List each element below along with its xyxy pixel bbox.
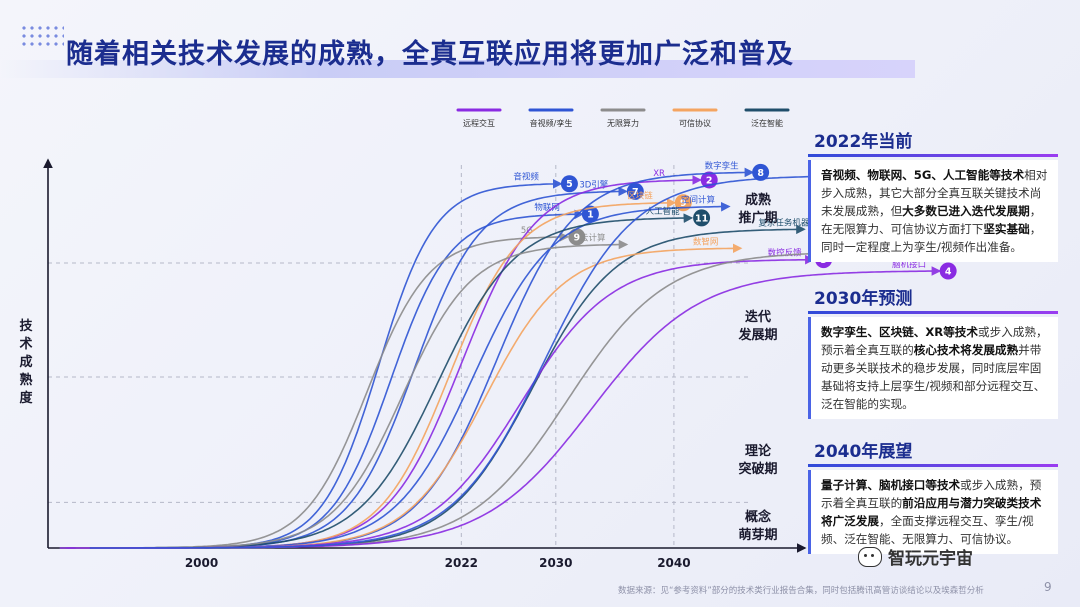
panel-text-segment: 数字孪生、区块链、XR等技术 (821, 325, 978, 339)
panel-2022-body: 音视频、物联网、5G、人工智能等技术相对步入成熟，其它大部分全真互联关键技术尚未… (808, 160, 1058, 262)
series-label: 空间计算 (681, 195, 716, 206)
series-label: XR (653, 169, 665, 179)
series-badge (581, 205, 599, 223)
panel-text-segment: 大多数已进入迭代发展期 (902, 204, 1030, 218)
series-curve (89, 171, 839, 549)
stage-label-iteration: 迭代 发展期 (738, 310, 778, 343)
panel-text-segment: 核心技术将发展成熟 (913, 343, 1019, 357)
panel-text-segment: 音视频、物联网、5G、人工智能等技术 (821, 168, 1025, 182)
series-label: 3D引擎 (579, 179, 608, 190)
series-label: 脑机接口 (892, 259, 926, 270)
x-tick-label: 2040 (657, 556, 690, 570)
x-tick-label: 2022 (445, 556, 478, 570)
series-badge-number: 4 (945, 267, 952, 278)
series-badge (568, 228, 586, 246)
brand-watermark: 智玩元宇宙 (858, 544, 973, 569)
decorative-dots (20, 24, 64, 50)
panel-2022-heading: 2022年当前 (808, 130, 1058, 157)
series-badge (560, 175, 578, 193)
y-axis-label: 成 (19, 354, 32, 370)
y-axis-label: 术 (18, 336, 32, 352)
panel-2040-body: 量子计算、脑机接口等技术或步入成熟，预示着全真互联的前沿应用与潜力突破类技术将广… (808, 470, 1058, 554)
series-badge-number: 7 (632, 187, 639, 198)
series-badge-number: 1 (587, 210, 594, 221)
panel-2030-heading: 2030年预测 (808, 287, 1058, 314)
panel-text-segment: ，同时一定程度上为孪生/视频作出准备。 (821, 222, 1042, 254)
page-title: 随着相关技术发展的成熟，全真互联应用将更加广泛和普及 (66, 39, 794, 70)
series-label: 人工智能 (646, 206, 681, 217)
series-label: 云计算 (580, 232, 606, 243)
series-label: 音视频 (513, 172, 539, 183)
y-axis-label: 技 (19, 318, 33, 334)
series-badge-number: 9 (680, 198, 687, 209)
legend-label: 泛在智能 (751, 118, 783, 128)
series-label: 区块链 (627, 191, 653, 202)
brand-name: 智玩元宇宙 (888, 549, 973, 569)
wechat-icon (858, 547, 882, 567)
stage-label-breakthrough: 理论 突破期 (738, 444, 778, 477)
panel-2022: 2022年当前 音视频、物联网、5G、人工智能等技术相对步入成熟，其它大部分全真… (808, 130, 1058, 262)
series-curve (75, 247, 890, 549)
series-label: 数字孪生 (705, 160, 740, 171)
panel-text-segment: ，全面支撑远程交互、孪生/视频、泛在智能、无限算力、可信协议。 (821, 514, 1034, 546)
panel-2040-heading: 2040年展望 (808, 440, 1058, 467)
legend-label: 无限算力 (607, 118, 639, 128)
series-badge (752, 163, 770, 181)
panel-text-segment: 或步入成熟，预示着全真互联的 (821, 325, 1048, 357)
x-tick-label: 2000 (185, 556, 218, 570)
series-badge (939, 262, 957, 280)
x-tick-label: 2030 (539, 556, 572, 570)
series-curve (59, 213, 694, 549)
panel-text-segment: ，在无限算力、可信协议方面打下 (821, 204, 1042, 236)
legend-label: 音视频/孪生 (530, 118, 573, 128)
series-label: 5G (521, 226, 533, 236)
series-label: 数智网 (693, 236, 719, 247)
panel-text-segment: 或步入成熟，预示着全真互联的 (821, 478, 1042, 510)
title-underline (0, 60, 915, 78)
panel-2040: 2040年展望 量子计算、脑机接口等技术或步入成熟，预示着全真互联的前沿应用与潜… (808, 440, 1058, 554)
panel-text-segment: 相对步入成熟，其它大部分全真互联关键技术尚未发展成熟，但 (821, 168, 1048, 218)
panel-text-segment: 前沿应用与潜力突破类技术将广泛发展 (821, 496, 1042, 528)
panel-2030-body: 数字孪生、区块链、XR等技术或步入成熟，预示着全真互联的核心技术将发展成熟并带动… (808, 317, 1058, 419)
stage-label-concept: 概念 萌芽期 (738, 510, 778, 543)
y-axis-label: 熟 (19, 372, 32, 388)
stage-label-mature: 成熟 推广期 (738, 193, 778, 226)
series-label: 复杂任务机器人 (758, 217, 818, 228)
panel-2030: 2030年预测 数字孪生、区块链、XR等技术或步入成熟，预示着全真互联的核心技术… (808, 287, 1058, 419)
legend-label: 可信协议 (679, 118, 711, 128)
legend-label: 远程交互 (463, 118, 495, 128)
series-label: 物联网 (534, 202, 560, 213)
panel-text-segment: 量子计算、脑机接口等技术 (821, 478, 961, 492)
page-number: 9 (1044, 580, 1052, 594)
series-curve (97, 179, 563, 549)
series-badge (693, 209, 711, 227)
panel-text-segment: 坚实基础 (983, 222, 1030, 236)
series-badge-number: 5 (566, 179, 573, 190)
series-curve (86, 186, 628, 549)
series-curve (91, 243, 743, 549)
series-curve (102, 198, 677, 549)
panel-text-segment: 并带动更多关联技术的稳步发展，同时底层牢固基础将支持上层孪生/视频和部分远程交互… (821, 343, 1046, 411)
data-source-note: 数据来源：见“参考资料”部分的技术类行业报告合集，同时包括腾讯高管访谈结论以及埃… (618, 586, 984, 596)
y-axis-label: 度 (19, 390, 33, 406)
series-label: 数控反馈 (768, 248, 803, 259)
series-badge-number: 11 (695, 213, 708, 224)
series-badge-number: 2 (706, 175, 713, 186)
series-badge-number: 9 (574, 232, 581, 243)
series-badge (626, 182, 644, 200)
series-badge-number: 8 (757, 168, 764, 179)
